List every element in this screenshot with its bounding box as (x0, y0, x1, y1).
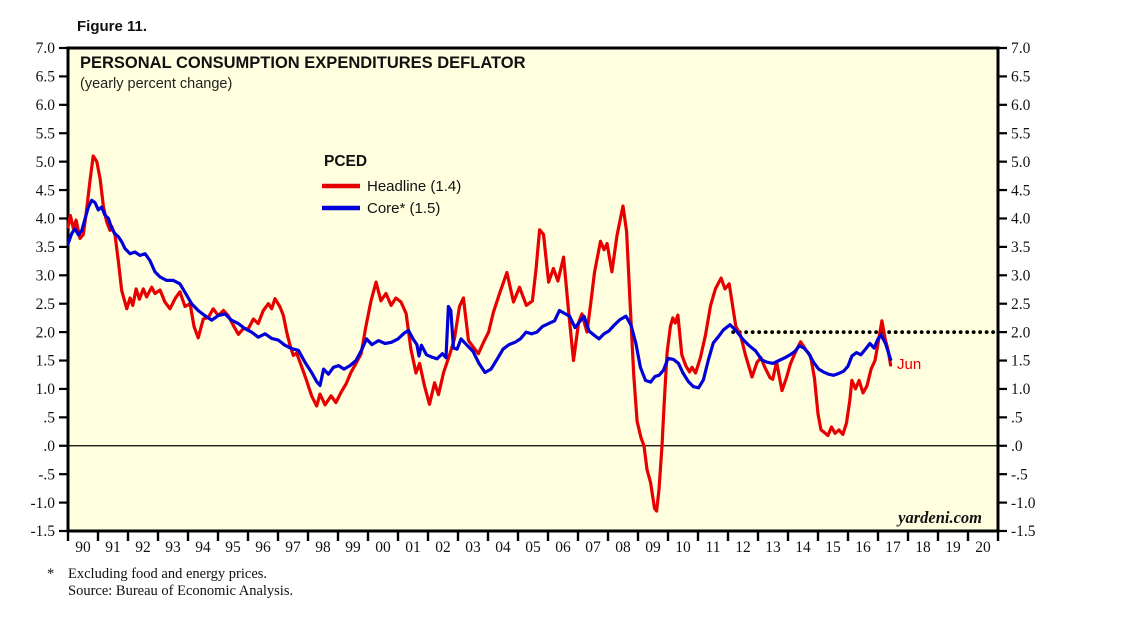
x-tick-label: 08 (615, 539, 631, 556)
legend-label-headline: Headline (1.4) (367, 178, 461, 195)
series-line-core (67, 198, 893, 390)
x-tick-label: 06 (555, 539, 571, 556)
x-tick-label: 15 (825, 539, 841, 556)
footnote-marker: * (47, 566, 54, 582)
y-tick-label-right: 1.0 (1011, 381, 1031, 398)
y-tick-label-left: 6.0 (36, 97, 56, 114)
y-tick-label-right: 3.5 (1011, 239, 1031, 256)
latest-point-annotation: Jun (897, 356, 921, 373)
y-tick-label-left: 4.0 (36, 211, 56, 228)
x-tick-label: 14 (795, 539, 811, 556)
x-tick-label: 19 (945, 539, 961, 556)
y-tick-label-right: 6.5 (1011, 69, 1031, 86)
x-tick-label: 94 (195, 539, 211, 556)
x-tick-label: 90 (75, 539, 91, 556)
y-tick-label-right: 1.5 (1011, 353, 1031, 370)
x-tick-label: 13 (765, 539, 781, 556)
x-tick-label: 05 (525, 539, 541, 556)
x-tick-label: 10 (675, 539, 691, 556)
y-tick-label-left: 4.5 (36, 182, 56, 199)
y-axis-right: 7.0 6.5 6.0 5.5 5.0 4.5 4.0 3.5 3.0 2.5 2.0 1.5 1.0.… (998, 40, 1036, 540)
y-tick-label-right: 3.0 (1011, 267, 1031, 284)
x-tick-label: 00 (375, 539, 391, 556)
y-tick-label-right: 7.0 (1011, 40, 1031, 57)
y-tick-label-left: 6.5 (36, 69, 56, 86)
y-tick-label-left: 2.5 (36, 296, 56, 313)
y-tick-label-left: 3.5 (36, 239, 56, 256)
x-tick-label: 04 (495, 539, 511, 556)
data-series (67, 154, 893, 513)
y-tick-label-right: -1.5 (1011, 523, 1036, 540)
legend-label-core: Core* (1.5) (367, 200, 440, 217)
x-tick-label: 09 (645, 539, 661, 556)
y-tick-label-right: 2.5 (1011, 296, 1031, 313)
x-tick-label: 96 (255, 539, 271, 556)
y-tick-label-left: -.5 (38, 466, 55, 483)
y-tick-label-left: -1.0 (30, 495, 55, 512)
x-tick-label: 02 (435, 539, 451, 556)
y-tick-label-right: 4.0 (1011, 211, 1031, 228)
y-tick-label-right: 4.5 (1011, 182, 1031, 199)
x-tick-label: 95 (225, 539, 241, 556)
y-tick-label-left: 5.0 (36, 154, 56, 171)
x-tick-label: 97 (285, 539, 301, 556)
watermark: yardeni.com (896, 508, 982, 527)
footnote-line-2: Source: Bureau of Economic Analysis. (68, 583, 293, 599)
x-tick-label: 99 (345, 539, 361, 556)
y-tick-label-right: -1.0 (1011, 495, 1036, 512)
y-tick-label-left: 3.0 (36, 267, 56, 284)
x-tick-label: 07 (585, 539, 601, 556)
x-tick-label: 98 (315, 539, 331, 556)
y-tick-label-right: 2.0 (1011, 324, 1031, 341)
y-tick-label-left: 2.0 (36, 324, 56, 341)
y-tick-label-right: .0 (1011, 438, 1023, 455)
y-tick-label-right: 6.0 (1011, 97, 1031, 114)
x-tick-label: 20 (975, 539, 991, 556)
y-tick-label-left: .0 (43, 438, 55, 455)
y-tick-label-left: 1.0 (36, 381, 56, 398)
chart-title: PERSONAL CONSUMPTION EXPENDITURES DEFLAT… (80, 54, 526, 72)
x-tick-label: 92 (135, 539, 151, 556)
y-tick-label-left: 1.5 (36, 353, 56, 370)
x-tick-label: 93 (165, 539, 181, 556)
series-line-headline (67, 154, 893, 513)
y-tick-label-left: .5 (43, 410, 55, 427)
x-axis: 90 91 92 93 94 95 96 97 98 99 00 01 02 03 04 05 06 07 08 09… (66, 531, 1000, 556)
x-tick-label: 03 (465, 539, 481, 556)
y-tick-label-left: 5.5 (36, 125, 56, 142)
chart-subtitle: (yearly percent change) (80, 76, 232, 92)
y-tick-label-right: .5 (1011, 410, 1023, 427)
y-tick-label-left: -1.5 (30, 523, 55, 540)
x-tick-label: 12 (735, 539, 751, 556)
reference-lines (68, 330, 1000, 447)
legend-heading: PCED (324, 153, 367, 170)
y-tick-label-right: 5.0 (1011, 154, 1031, 171)
x-tick-label: 18 (915, 539, 931, 556)
y-tick-label-right: 5.5 (1011, 125, 1031, 142)
x-tick-label: 11 (706, 539, 721, 556)
y-axis-left: 7.0 6.5 6.0 5.5 5.0 4.5 4.0 3.5 3.0 2.5 2.0 1.5 1.0.… (30, 40, 68, 540)
x-tick-label: 01 (405, 539, 421, 556)
x-tick-label: 91 (105, 539, 121, 556)
y-tick-label-left: 7.0 (36, 40, 56, 57)
footnote-line-1: Excluding food and energy prices. (68, 566, 267, 582)
y-tick-label-right: -.5 (1011, 466, 1028, 483)
legend: PCED Headline (1.4) Core* (1.5) (322, 153, 461, 217)
footnotes: * Excluding food and energy prices. Sour… (47, 566, 293, 599)
figure-label: Figure 11. (77, 18, 147, 35)
x-tick-label: 16 (855, 539, 871, 556)
x-tick-label: 17 (885, 539, 901, 556)
